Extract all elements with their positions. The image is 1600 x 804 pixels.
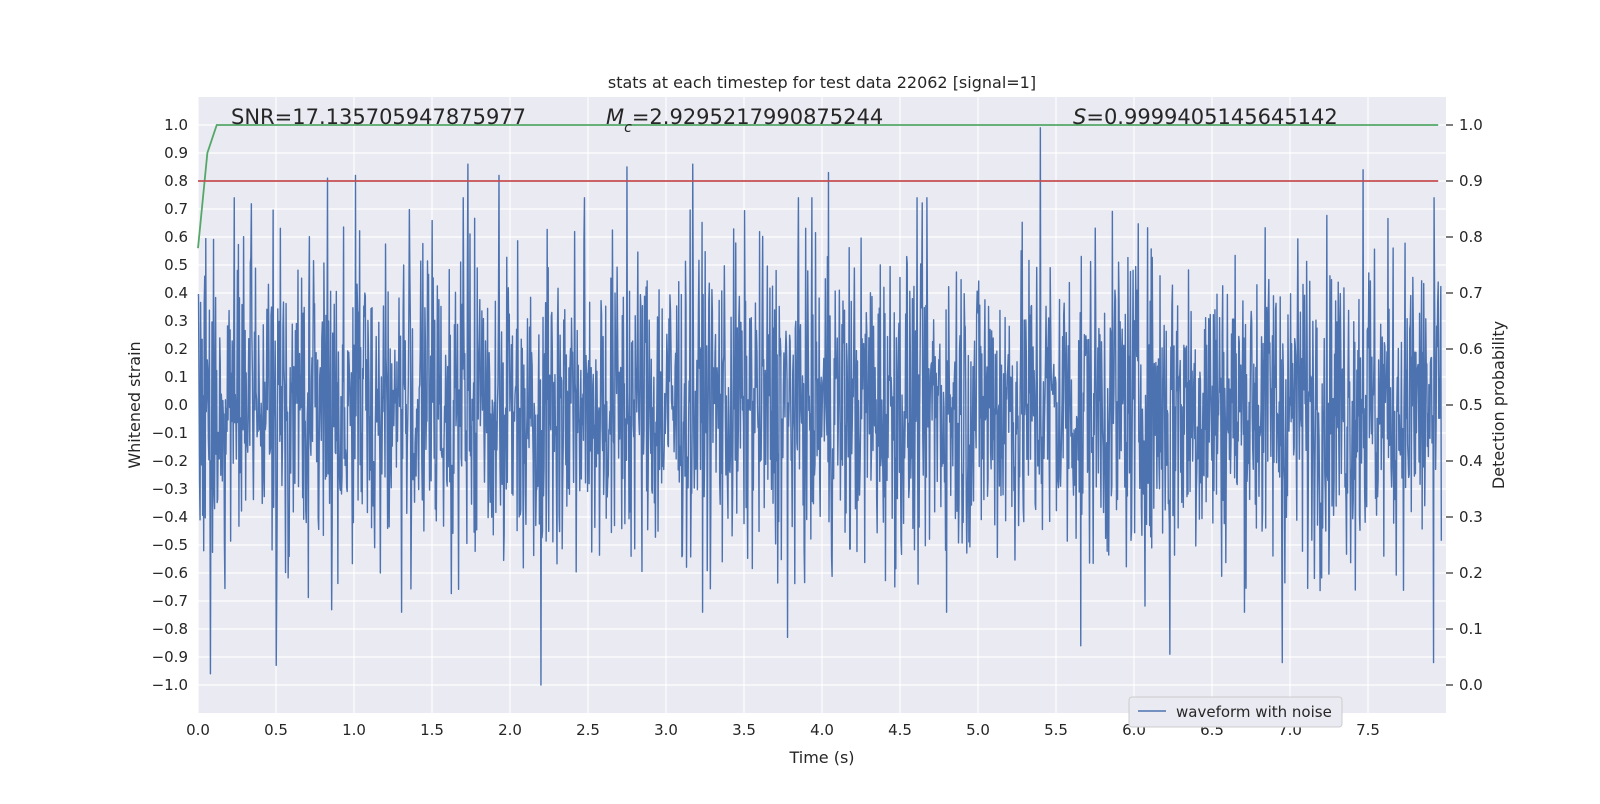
annotation-mc-value: =2.9295217990875244 xyxy=(632,105,883,129)
y-tick-label: 0.9 xyxy=(164,144,188,162)
y-tick-label: −0.7 xyxy=(152,592,188,610)
y-tick-label: 0.7 xyxy=(164,200,188,218)
annotation-s: S=0.9999405145645142 xyxy=(1073,105,1338,129)
legend-box xyxy=(1128,696,1343,728)
annotation-mc-symbol: M xyxy=(606,105,624,129)
y-axis-left: 1.0 0.9 0.8 0.7 0.6 0.5 0.4 0.3 0.2 0.1 0.0 −0.1 −0.… xyxy=(152,116,188,694)
x-tick-label: 3.0 xyxy=(654,721,678,739)
y-tick-label: 0.1 xyxy=(164,368,188,386)
x-tick-label: 7.5 xyxy=(1356,721,1380,739)
y-tick-label: 0.0 xyxy=(164,396,188,414)
y2-tick-label: 0.2 xyxy=(1459,564,1483,582)
y2-tick-label: 1.0 xyxy=(1459,116,1483,134)
y-axis-label: Whitened strain xyxy=(125,341,144,468)
y2-tick-label: 0.6 xyxy=(1459,340,1483,358)
y-tick-label: −0.9 xyxy=(152,648,188,666)
annotation-s-symbol: S xyxy=(1073,105,1086,129)
annotation-s-value: =0.9999405145645142 xyxy=(1086,105,1337,129)
y-tick-label: −0.1 xyxy=(152,424,188,442)
x-tick-label: 1.0 xyxy=(342,721,366,739)
y-tick-label: −0.3 xyxy=(152,480,188,498)
y-tick-label: −1.0 xyxy=(152,676,188,694)
y2-tick-label: 0.7 xyxy=(1459,284,1483,302)
x-tick-label: 4.5 xyxy=(888,721,912,739)
detection-probability-line xyxy=(197,124,1439,249)
waveform-series xyxy=(197,127,1443,686)
y2-tick-label: 0.5 xyxy=(1459,396,1483,414)
legend-label: waveform with noise xyxy=(1176,703,1332,721)
y-tick-label: −0.4 xyxy=(152,508,188,526)
x-tick-label: 0.5 xyxy=(264,721,288,739)
y2-tick-label: 0.9 xyxy=(1459,172,1483,190)
y2-tick-label: 0.1 xyxy=(1459,620,1483,638)
y-tick-label: 0.8 xyxy=(164,172,188,190)
x-tick-label: 3.5 xyxy=(732,721,756,739)
y2-tick-label: 0.8 xyxy=(1459,228,1483,246)
y-tick-label: 0.2 xyxy=(164,340,188,358)
annotation-mc-subscript: c xyxy=(624,120,632,136)
y-tick-label: 0.3 xyxy=(164,312,188,330)
x-axis-label: Time (s) xyxy=(788,748,854,767)
y2-tick-label: 0.0 xyxy=(1459,676,1483,694)
y-tick-label: 0.6 xyxy=(164,228,188,246)
legend: waveform with noise xyxy=(1128,696,1343,728)
annotation-mc: Mc=2.9295217990875244 xyxy=(606,105,883,136)
y-tick-label: −0.8 xyxy=(152,620,188,638)
x-tick-label: 1.5 xyxy=(420,721,444,739)
y-tick-label: −0.2 xyxy=(152,452,188,470)
y-tick-label: 1.0 xyxy=(164,116,188,134)
x-tick-label: 2.5 xyxy=(576,721,600,739)
y-axis-right: 1.0 0.9 0.8 0.7 0.6 0.5 0.4 0.3 0.2 0.1 0.0 xyxy=(1446,116,1483,694)
x-axis: 0.0 0.5 1.0 1.5 2.0 2.5 3.0 3.5 4.0 4.5 5.0 5.5 6.0 6… xyxy=(186,721,1380,739)
y2-tick-label: 0.4 xyxy=(1459,452,1483,470)
annotation-snr: SNR=17.135705947875977 xyxy=(231,105,526,129)
y-tick-label: −0.5 xyxy=(152,536,188,554)
y-tick-label: −0.6 xyxy=(152,564,188,582)
y2-axis-label: Detection probability xyxy=(1489,321,1508,489)
probability-series xyxy=(197,124,1439,249)
x-tick-label: 2.0 xyxy=(498,721,522,739)
waveform-line xyxy=(197,127,1443,686)
x-tick-label: 5.0 xyxy=(966,721,990,739)
x-tick-label: 5.5 xyxy=(1044,721,1068,739)
chart-title: stats at each timestep for test data 220… xyxy=(608,73,1036,92)
y-tick-label: 0.5 xyxy=(164,256,188,274)
x-tick-label: 0.0 xyxy=(186,721,210,739)
y2-tick-label: 0.3 xyxy=(1459,508,1483,526)
x-tick-label: 4.0 xyxy=(810,721,834,739)
y-tick-label: 0.4 xyxy=(164,284,188,302)
